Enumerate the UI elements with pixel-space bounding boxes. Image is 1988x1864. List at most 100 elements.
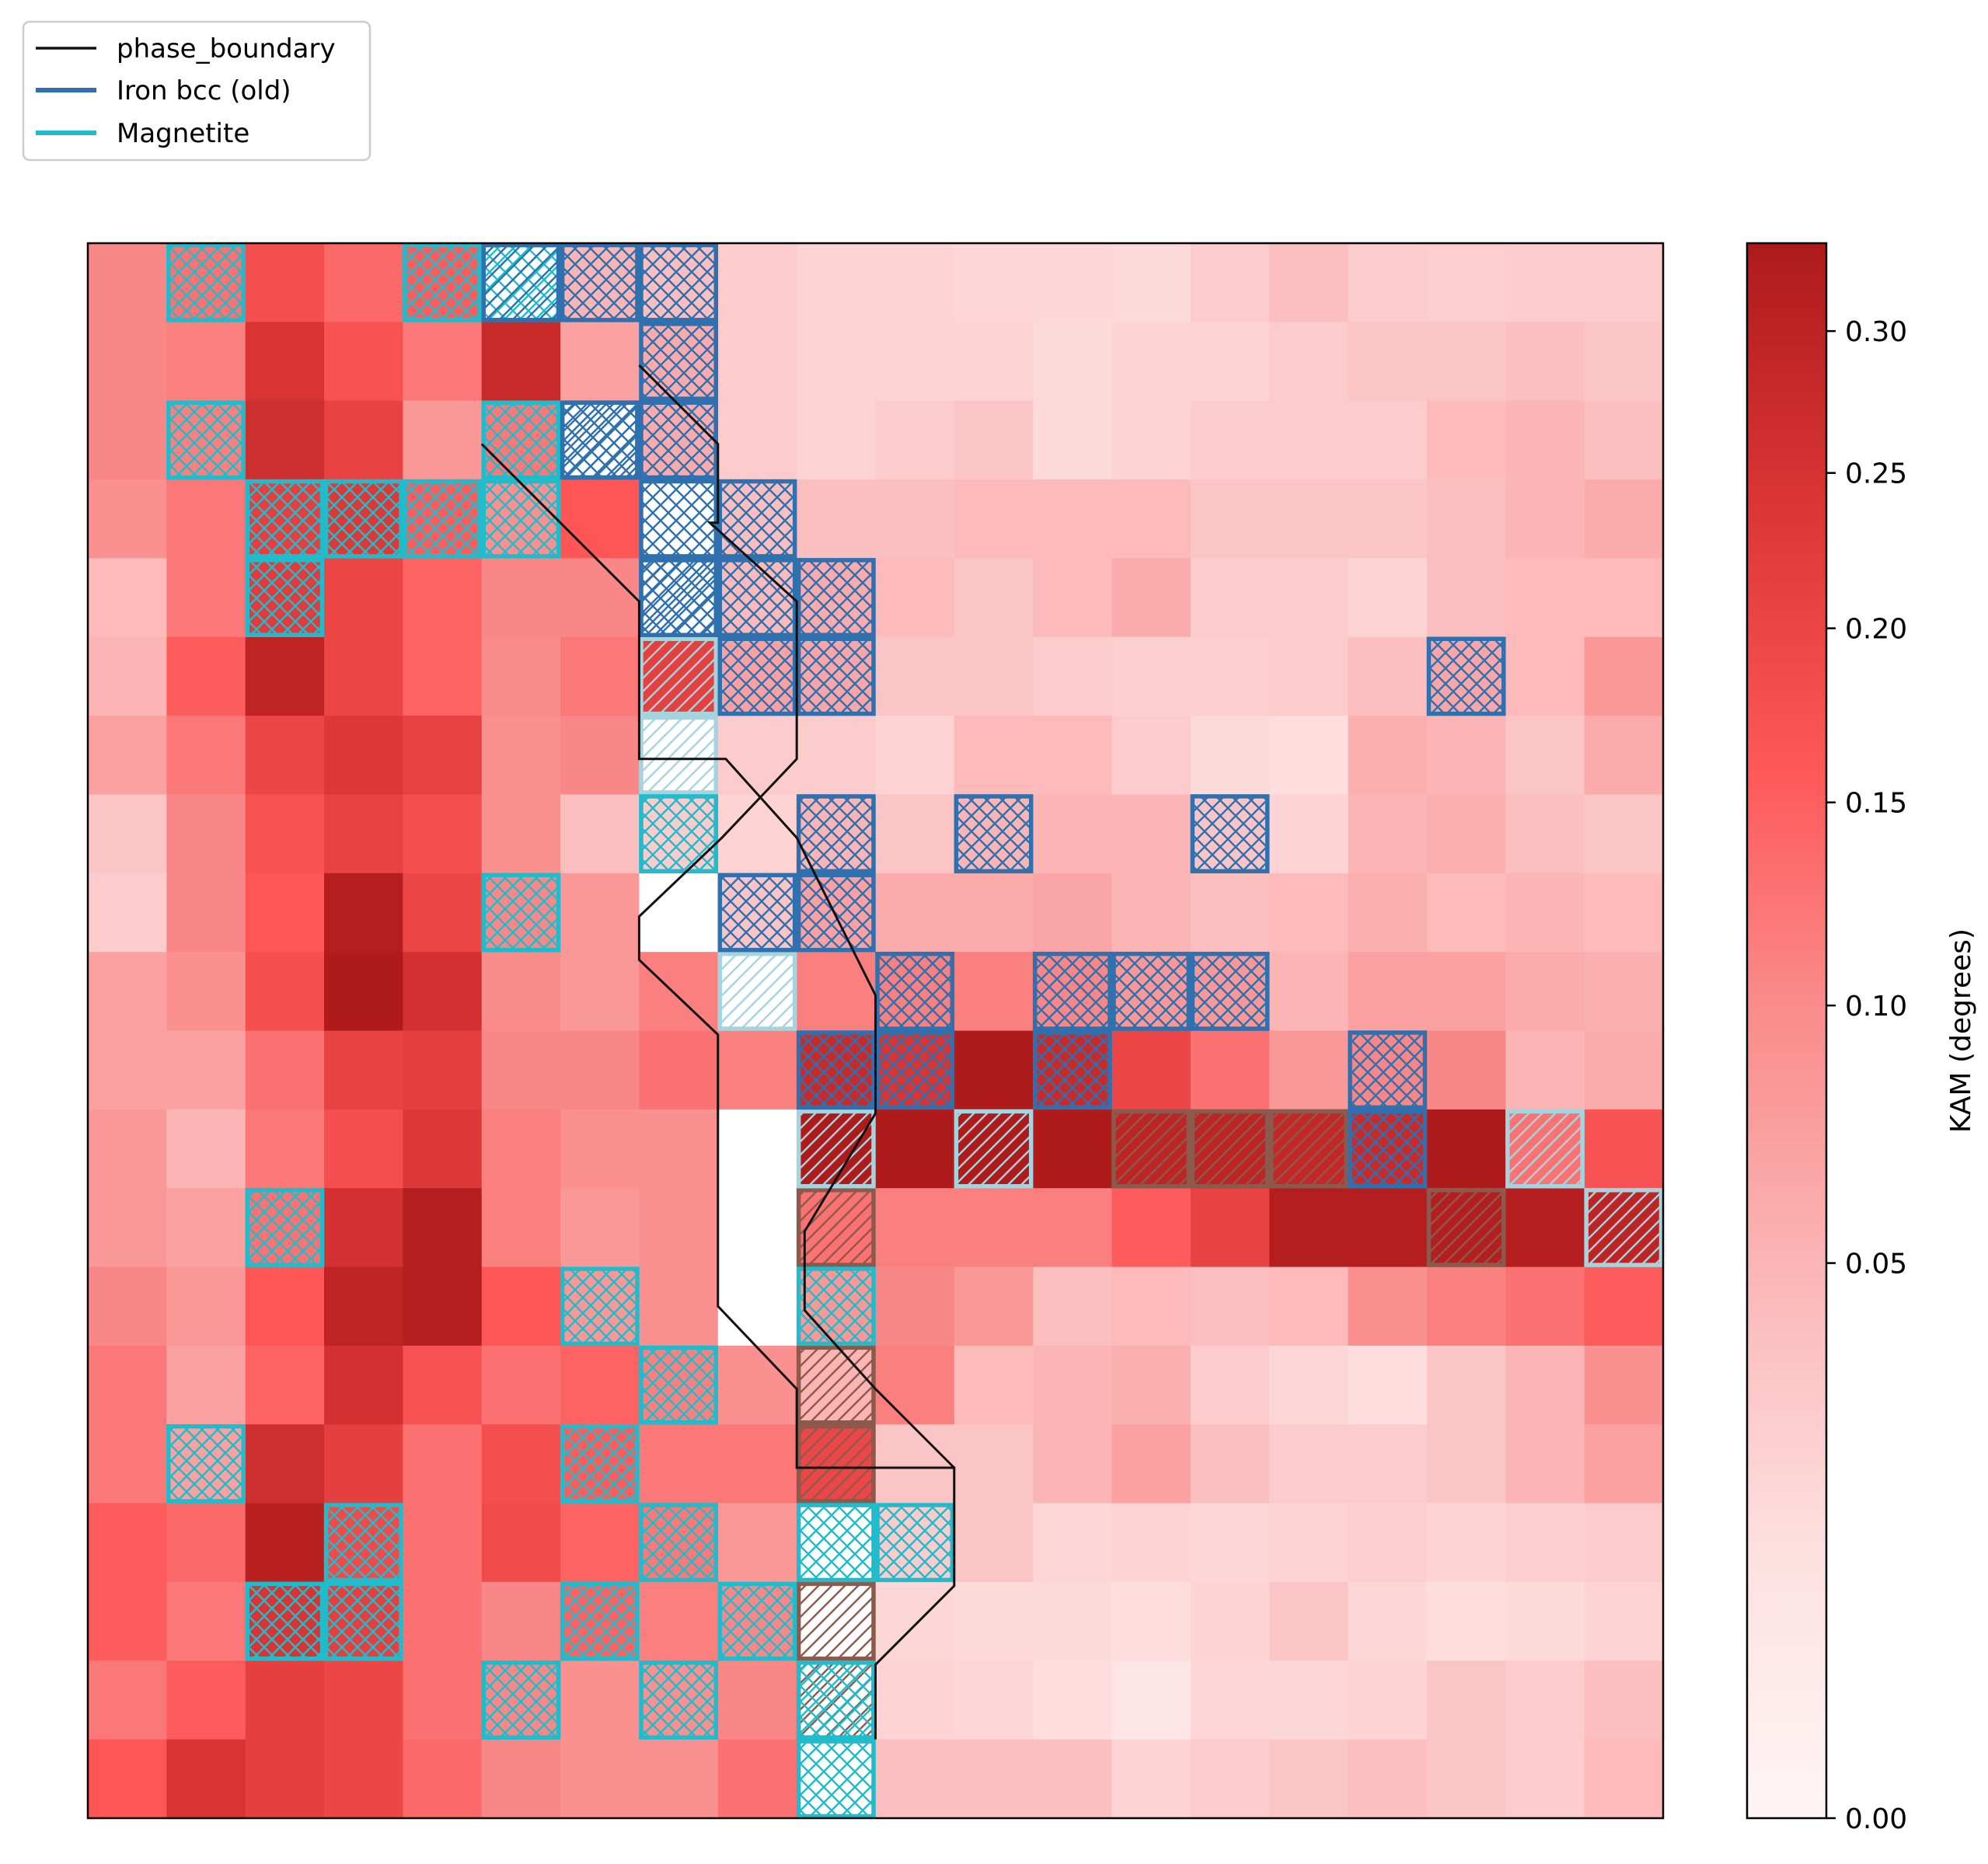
heatmap-cell — [1584, 558, 1664, 638]
heatmap-cell — [1190, 558, 1270, 638]
heatmap-cell — [1033, 1739, 1113, 1819]
heatmap-cell — [166, 1345, 246, 1425]
heatmap-cell — [560, 716, 640, 796]
overlay-magnetite-cell — [796, 1739, 876, 1819]
heatmap-cell — [639, 952, 719, 1032]
heatmap-cell — [324, 322, 403, 402]
heatmap-cell — [1269, 1030, 1349, 1110]
overlay-lightblue-hatch-cell — [639, 715, 719, 795]
heatmap-cell — [875, 636, 955, 716]
heatmap-cell — [954, 1739, 1034, 1819]
heatmap-cell — [1426, 322, 1506, 402]
heatmap-cell — [324, 952, 403, 1032]
heatmap-cell — [1033, 400, 1113, 480]
heatmap-cell — [1269, 1660, 1349, 1740]
heatmap-cell — [1426, 1581, 1506, 1661]
heatmap-cell — [875, 873, 955, 953]
heatmap-cell — [403, 400, 483, 480]
overlay-brown-hatch-cell — [1111, 1109, 1191, 1189]
heatmap-cell — [481, 1581, 561, 1661]
heatmap-cell — [1348, 716, 1428, 796]
heatmap-cell — [1348, 1266, 1428, 1347]
heatmap-cell — [1111, 1660, 1191, 1740]
heatmap-cell — [875, 400, 955, 480]
heatmap-cell — [954, 243, 1034, 322]
overlay-magnetite-cell — [403, 242, 483, 322]
heatmap-cell — [403, 716, 483, 796]
heatmap-cell — [1348, 558, 1428, 638]
heatmap-cell — [875, 1424, 955, 1504]
overlay-brown-hatch-cell — [1269, 1109, 1348, 1189]
heatmap-cell — [1111, 873, 1191, 953]
overlay-magnetite-cell — [245, 558, 325, 638]
overlay-magnetite-cell — [245, 479, 325, 559]
heatmap-cell — [1111, 636, 1191, 716]
legend: phase_boundary Iron bcc (old) Magnetite — [22, 20, 371, 162]
heatmap-cell — [954, 873, 1034, 953]
heatmap-cell — [560, 1503, 640, 1583]
heatmap-cell — [1348, 1188, 1428, 1268]
heatmap-cell — [324, 243, 403, 322]
heatmap-cell — [1269, 636, 1349, 716]
heatmap-cell — [1584, 1424, 1664, 1504]
overlay-iron-bcc-diagonal-cell — [560, 400, 640, 480]
heatmap-cell — [166, 794, 246, 874]
heatmap-cell — [639, 873, 719, 953]
heatmap-cell — [1426, 1660, 1506, 1740]
heatmap-cell — [88, 1739, 167, 1819]
overlay-iron-bcc-diagonal-cell — [481, 242, 561, 322]
heatmap-cell — [954, 1581, 1034, 1661]
heatmap-cell — [1426, 1030, 1506, 1110]
colorbar-ticks: 0.00 0.05 0.10 0.15 0.20 0.25 0.30 — [1826, 316, 1907, 1835]
heatmap-cell — [1033, 1266, 1113, 1347]
heatmap-cell — [1505, 400, 1585, 480]
heatmap-cell — [245, 636, 325, 716]
heatmap-cell — [560, 873, 640, 953]
heatmap-cell — [1269, 1266, 1349, 1347]
heatmap-cell — [1190, 1424, 1270, 1504]
overlay-brown-hatch-cell — [1190, 1109, 1270, 1189]
overlay-magnetite-cell — [639, 1660, 719, 1740]
heatmap-cell — [1426, 1424, 1506, 1504]
heatmap-cell — [954, 1503, 1034, 1583]
heatmap-cell — [88, 243, 167, 322]
heatmap-cell — [166, 716, 246, 796]
legend-label-iron-bcc-old: Iron bcc (old) — [117, 75, 291, 106]
heatmap-cell — [1348, 322, 1428, 402]
overlay-iron-bcc-cell — [639, 242, 719, 322]
overlay-iron-bcc-cell — [717, 479, 797, 559]
heatmap-cell — [560, 1109, 640, 1189]
colorbar: 0.00 0.05 0.10 0.15 0.20 0.25 0.30 KAM (degree… — [1746, 242, 1977, 1835]
heatmap-cell — [88, 400, 167, 480]
overlay-iron-bcc-cell — [1032, 951, 1112, 1031]
heatmap-cell — [639, 1581, 719, 1661]
heatmap-cell — [403, 1266, 483, 1347]
heatmap-cell — [954, 1345, 1034, 1425]
heatmap-cell — [481, 636, 561, 716]
heatmap-cell — [166, 873, 246, 953]
heatmap-cell — [1505, 1503, 1585, 1583]
overlay-iron-bcc-cell — [1190, 951, 1270, 1031]
heatmap-cell — [1426, 716, 1506, 796]
heatmap-cell — [639, 1266, 719, 1347]
heatmap-cell — [1269, 1345, 1349, 1425]
overlay-magnetite-cell — [875, 1503, 955, 1583]
heatmap-cell — [1584, 1345, 1664, 1425]
heatmap-cell — [954, 1030, 1034, 1110]
heatmap-cell — [1426, 1266, 1506, 1347]
overlay-magnetite-cell — [717, 1581, 797, 1661]
heatmap-cell — [403, 1424, 483, 1504]
heatmap-cell — [560, 1345, 640, 1425]
heatmap-cell — [639, 1424, 719, 1504]
heatmap-cell — [875, 558, 955, 638]
heatmap-cell — [1190, 1188, 1270, 1268]
heatmap-cell — [245, 794, 325, 874]
overlay-iron-bcc-cell — [796, 873, 876, 953]
overlay-lightblue-hatch-cell — [1505, 1109, 1585, 1189]
heatmap-cell — [717, 716, 797, 796]
heatmap-cell — [1033, 873, 1113, 953]
heatmap-cell — [481, 1188, 561, 1268]
heatmap-cell — [560, 952, 640, 1032]
heatmap-cell — [1111, 1345, 1191, 1425]
